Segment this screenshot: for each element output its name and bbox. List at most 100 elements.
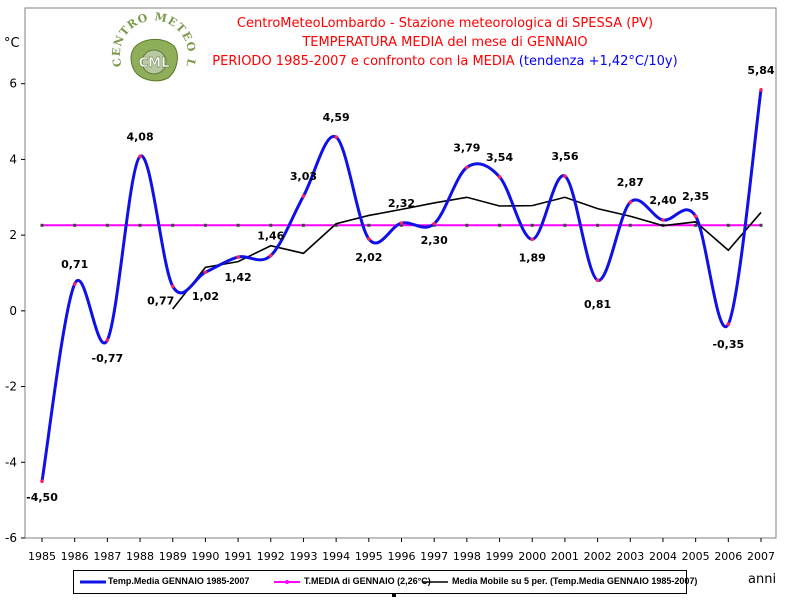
x-tick-label: 1988 xyxy=(126,550,154,563)
mean-point xyxy=(236,223,240,227)
y-axis-label: °C xyxy=(4,36,20,51)
x-tick-label: 1985 xyxy=(28,550,56,563)
x-tick-label: 1991 xyxy=(224,550,252,563)
x-tick-label: 2002 xyxy=(584,550,612,563)
temperature-point xyxy=(465,165,469,170)
data-label: 2,30 xyxy=(421,234,448,247)
x-tick-label: 2006 xyxy=(714,550,742,563)
legend-label-temp: Temp.Media GENNAIO 1985-2007 xyxy=(108,576,250,586)
mean-point xyxy=(726,223,730,227)
data-label: 3,03 xyxy=(290,170,317,183)
legend-anchor xyxy=(392,593,396,597)
mean-point xyxy=(694,223,698,227)
x-tick-label: 2000 xyxy=(518,550,546,563)
mean-point xyxy=(367,223,371,227)
temperature-point xyxy=(40,479,44,484)
plot-area xyxy=(24,7,777,539)
legend-label-mean: T.MEDIA di GENNAIO (2,26°C) xyxy=(304,576,431,586)
data-label: 1,46 xyxy=(257,230,284,243)
y-tick-label: -6 xyxy=(5,531,17,545)
mean-point xyxy=(628,223,632,227)
temperature-point xyxy=(72,282,77,286)
legend-swatch-moving xyxy=(422,581,448,583)
temperature-point xyxy=(236,255,240,259)
x-tick-label: 2005 xyxy=(682,550,710,563)
x-tick-label: 1986 xyxy=(61,550,89,563)
mean-point xyxy=(563,223,567,227)
mean-point xyxy=(138,223,142,227)
mean-point xyxy=(759,223,763,227)
temperature-point xyxy=(497,175,502,179)
mean-point xyxy=(40,223,44,227)
y-tick-label: 2 xyxy=(9,228,17,242)
y-tick-label: 6 xyxy=(9,77,17,91)
x-tick-label: 1987 xyxy=(93,550,121,563)
data-label: 0,81 xyxy=(584,298,611,311)
temperature-point xyxy=(759,87,763,92)
x-tick-label: 1994 xyxy=(322,550,350,563)
title-line-2: TEMPERATURA MEDIA del mese di GENNAIO xyxy=(302,35,588,50)
temperature-point xyxy=(661,218,665,222)
series-moving-average-line xyxy=(172,196,762,310)
mean-point xyxy=(596,223,600,227)
temperature-point xyxy=(170,284,175,289)
y-tick-label: 0 xyxy=(9,304,17,318)
temperature-point xyxy=(301,194,306,198)
temperature-point xyxy=(563,174,567,178)
y-tick-label: -2 xyxy=(5,380,17,394)
cml-logo: CML CENTRO METEO LOMBARDO xyxy=(97,0,204,108)
data-label: 3,79 xyxy=(453,141,480,154)
data-label: -0,35 xyxy=(712,338,744,351)
data-label: 1,42 xyxy=(225,271,252,284)
x-tick-label: 1992 xyxy=(257,550,285,563)
title-line-3-main: PERIODO 1985-2007 e confronto con la MED… xyxy=(212,54,515,69)
x-tick-label: 1999 xyxy=(486,550,514,563)
data-label: 2,02 xyxy=(355,251,382,264)
data-label: 1,89 xyxy=(519,251,546,264)
legend-swatch-temp xyxy=(80,580,106,584)
temperature-point xyxy=(595,278,600,282)
temperature-point xyxy=(105,338,110,342)
temperature-point xyxy=(628,200,633,205)
mean-point xyxy=(105,223,109,227)
y-tick-label: -4 xyxy=(5,455,17,469)
mean-point xyxy=(203,223,207,227)
temperature-point xyxy=(432,221,436,226)
mean-point xyxy=(334,223,338,227)
temperature-point xyxy=(693,214,698,219)
x-tick-label: 2003 xyxy=(616,550,644,563)
temperature-point xyxy=(399,221,404,225)
mean-point xyxy=(171,223,175,227)
logo-badge-text: CML xyxy=(139,56,170,71)
title-line-1: CentroMeteoLombardo - Stazione meteorolo… xyxy=(236,16,654,31)
mean-point xyxy=(465,223,469,227)
mean-point xyxy=(269,223,273,227)
series-temperature-line xyxy=(40,89,763,482)
x-tick-label: 1997 xyxy=(420,550,448,563)
legend-label-moving: Media Mobile su 5 per. (Temp.Media GENNA… xyxy=(452,576,698,586)
data-label: 2,35 xyxy=(682,190,709,203)
x-tick-label: 1989 xyxy=(159,550,187,563)
data-label: 5,84 xyxy=(747,64,774,77)
data-label: -4,50 xyxy=(26,491,58,504)
temperature-point xyxy=(367,237,371,241)
title-line-3: PERIODO 1985-2007 e confronto con la MED… xyxy=(175,52,715,71)
data-label: -0,77 xyxy=(92,352,124,365)
legend: Temp.Media GENNAIO 1985-2007 T.MEDIA di … xyxy=(73,570,697,594)
x-tick-label: 2004 xyxy=(649,550,677,563)
legend-swatch-mean xyxy=(274,580,300,584)
temperature-point xyxy=(203,270,208,275)
x-tick-label: 2001 xyxy=(551,550,579,563)
mean-point xyxy=(498,223,502,227)
x-tick-label: 1998 xyxy=(453,550,481,563)
temperature-point xyxy=(334,135,338,139)
mean-point xyxy=(530,223,534,227)
chart-title: CentroMeteoLombardo - Stazione meteorolo… xyxy=(175,14,715,71)
mean-point xyxy=(301,223,305,227)
x-tick-label: 2007 xyxy=(747,550,775,563)
data-label: 4,08 xyxy=(126,130,153,143)
temperature-point xyxy=(268,253,273,258)
mean-point xyxy=(73,223,77,227)
x-tick-label: 1990 xyxy=(191,550,219,563)
